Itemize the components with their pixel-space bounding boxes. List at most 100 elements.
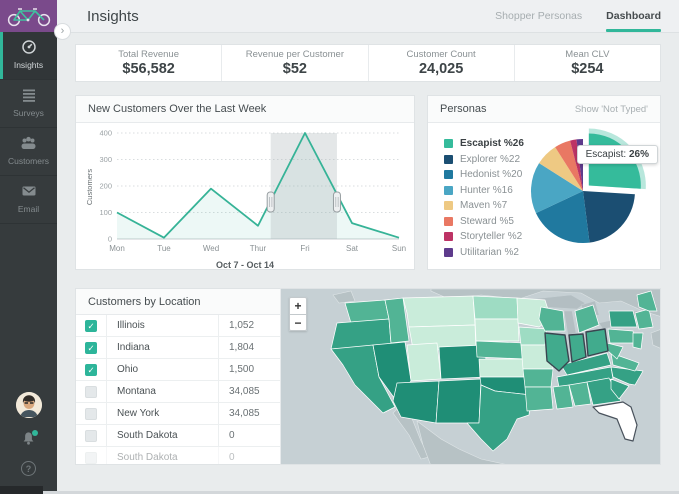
us-states[interactable] [330,290,658,452]
legend-swatch [444,154,453,164]
kpi-label: Total Revenue [118,49,179,60]
checkbox-unchecked[interactable] [85,407,97,420]
sidebar-collapse-button[interactable]: › [54,23,71,40]
table-row[interactable]: South Dakota 0 [76,425,280,447]
checkbox-unchecked[interactable] [85,429,97,442]
kpi-mean-clv: Mean CLV $254 [513,45,660,81]
checkbox-cell [76,381,106,402]
kpi-label: Customer Count [406,49,476,60]
legend-item-steward[interactable]: Steward %5 [444,214,524,230]
checkbox-checked[interactable]: ✓ [85,319,97,332]
sidebar-item-insights[interactable]: Insights [0,32,57,80]
state-name-cell: Indiana [106,337,218,358]
show-not-typed-link[interactable]: Show 'Not Typed' [574,103,648,115]
svg-text:Tue: Tue [157,244,171,253]
avatar[interactable] [15,392,42,418]
main-area: Insights Shopper Personas Dashboard Tota… [57,0,679,494]
legend-label: Storyteller %2 [460,231,523,243]
svg-text:Sun: Sun [392,244,406,253]
sidebar-item-label: Insights [13,60,44,70]
page-header: Insights Shopper Personas Dashboard [57,0,679,33]
pie-slice-hedonist[interactable] [535,191,590,243]
envelope-icon [0,183,57,200]
state-florida[interactable] [592,401,638,442]
checkbox-unchecked[interactable] [85,451,97,464]
pie-tooltip: Escapist: 26% [576,145,658,164]
legend-item-escapist[interactable]: Escapist %26 [444,136,524,152]
personas-panel: Personas Show 'Not Typed' Escapist %26 Ex… [427,95,661,270]
state-value-cell: 1,052 [218,315,280,336]
legend-swatch [444,247,453,257]
notifications-button[interactable] [21,430,38,448]
kpi-label: Revenue per Customer [245,49,344,60]
checkbox-cell [76,403,106,424]
legend-label: Hedonist %20 [460,169,523,181]
people-icon [0,135,57,152]
legend-item-utilitarian[interactable]: Utilitarian %2 [444,245,524,261]
legend-item-hedonist[interactable]: Hedonist %20 [444,167,524,183]
us-choropleth-map[interactable]: + − [280,288,661,465]
table-row[interactable]: ✓ Indiana 1,804 [76,337,280,359]
state-name-cell: South Dakota [106,447,218,464]
checkbox-cell: ✓ [76,359,106,380]
pie-slice-storyteller[interactable] [570,139,583,191]
legend-item-hunter[interactable]: Hunter %16 [444,183,524,199]
checkbox-unchecked[interactable] [85,385,97,398]
kpi-value: $56,582 [122,61,175,77]
legend-label: Explorer %22 [460,153,521,165]
checkbox-checked[interactable]: ✓ [85,363,97,376]
state-value-cell: 1,500 [218,359,280,380]
bell-icon [23,432,34,445]
pie-slice-steward[interactable] [555,140,583,191]
panel-title: Personas [440,103,487,115]
state-name-cell: South Dakota [106,425,218,446]
range-slider-handle-left[interactable] [266,191,275,213]
time-range-selection[interactable] [270,133,337,239]
pie-slice-hunter[interactable] [531,163,583,214]
line-chart: 0 100 200 300 400 Customers Mon Tue Wed Thur Fri Sa… [85,129,406,254]
table-row[interactable]: ✓ Illinois 1,052 [76,315,280,337]
svg-text:0: 0 [108,235,112,244]
map-zoom-controls: + − [289,297,307,331]
sidebar-item-surveys[interactable]: Surveys [0,80,57,128]
new-customers-panel: New Customers Over the Last Week 0 100 200… [75,95,415,270]
checkbox-checked[interactable]: ✓ [85,341,97,354]
legend-label: Steward %5 [460,215,514,227]
sidebar-item-customers[interactable]: Customers [0,128,57,176]
svg-text:Customers: Customers [85,169,94,206]
legend-item-storyteller[interactable]: Storyteller %2 [444,229,524,245]
state-indiana[interactable] [568,333,587,363]
sidebar-item-email[interactable]: Email [0,176,57,224]
table-row[interactable]: South Dakota 0 [76,447,280,464]
legend-swatch [444,139,453,149]
chart-date-range: Oct 7 - Oct 14 [215,260,275,270]
map-svg [281,289,660,464]
state-ohio[interactable] [585,328,609,357]
legend-item-maven[interactable]: Maven %7 [444,198,524,214]
help-icon[interactable]: ? [21,461,36,476]
state-value-cell: 0 [218,447,280,464]
table-row[interactable]: New York 34,085 [76,403,280,425]
range-slider-handle-right[interactable] [332,191,341,213]
legend-swatch [444,232,453,242]
svg-text:100: 100 [99,208,112,217]
map-zoom-out-button[interactable]: − [289,314,307,331]
map-zoom-in-button[interactable]: + [289,297,307,314]
tandem-bicycle-logo[interactable] [0,0,57,32]
tooltip-label: Escapist: [585,149,627,160]
legend-item-explorer[interactable]: Explorer %22 [444,152,524,168]
legend-swatch [444,185,453,195]
tab-dashboard[interactable]: Dashboard [606,0,661,32]
kpi-revenue-per-customer: Revenue per Customer $52 [221,45,367,81]
pie-slice-explorer[interactable] [583,191,635,243]
sidebar: Insights Surveys Customers Email [0,0,57,494]
bicycle-icon [7,8,50,27]
table-row[interactable]: ✓ Ohio 1,500 [76,359,280,381]
svg-text:Wed: Wed [203,244,219,253]
legend-label: Hunter %16 [460,184,513,196]
state-value-cell: 1,804 [218,337,280,358]
pie-slice-maven[interactable] [539,147,583,191]
table-row[interactable]: Montana 34,085 [76,381,280,403]
state-illinois[interactable] [544,332,570,372]
tab-shopper-personas[interactable]: Shopper Personas [495,10,583,22]
